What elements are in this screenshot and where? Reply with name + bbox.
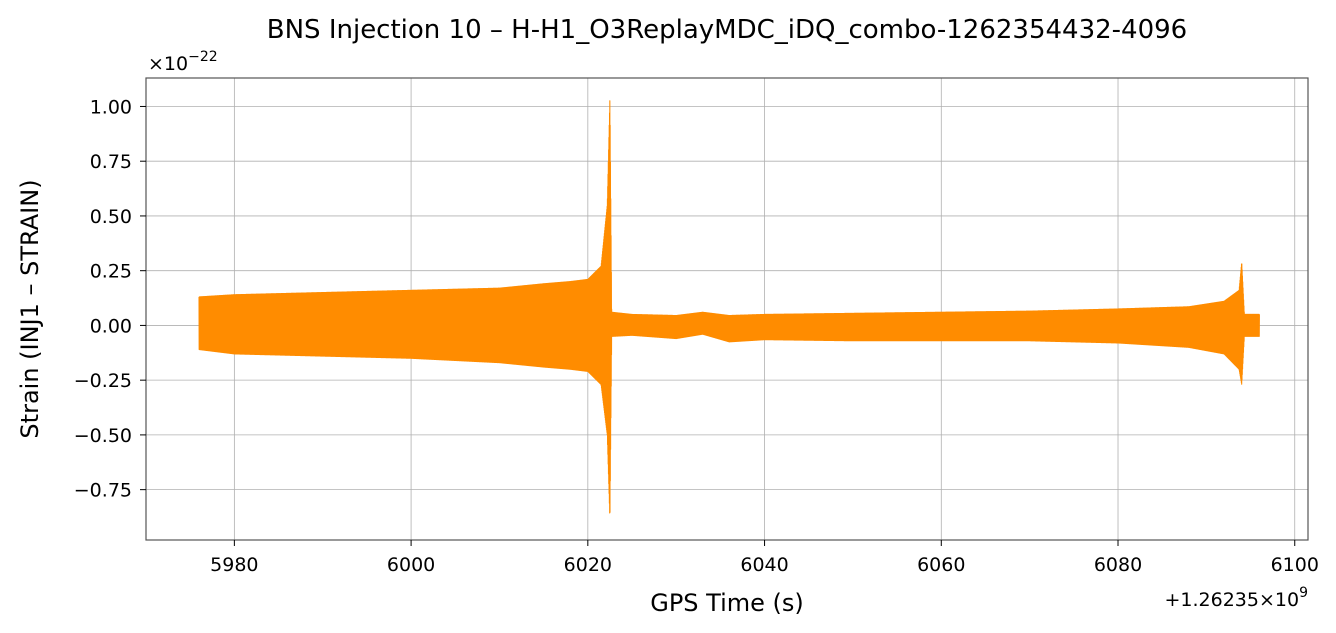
- x-tick-label: 6000: [387, 554, 435, 576]
- y-axis-label: Strain (INJ1 – STRAIN): [16, 179, 44, 438]
- y-scale-label: ×10−22: [148, 49, 218, 75]
- series-layer: [198, 100, 1260, 514]
- x-offset-base: +1.26235×10: [1164, 589, 1299, 611]
- chart-title: BNS Injection 10 – H-H1_O3ReplayMDC_iDQ_…: [267, 15, 1187, 45]
- x-axis: 5980 6000 6020 6040 6060 6080 6100: [210, 540, 1319, 576]
- y-tick-label: −0.75: [74, 480, 132, 502]
- y-tick-label: 1.00: [90, 96, 132, 118]
- x-tick-label: 6060: [917, 554, 965, 576]
- x-offset-exp: 9: [1299, 585, 1308, 601]
- y-tick-label: 0.75: [90, 151, 132, 173]
- y-axis: −0.75 −0.50 −0.25 0.00 0.25 0.50 0.75 1.00: [74, 96, 146, 502]
- x-tick-label: 6040: [740, 554, 788, 576]
- x-tick-label: 6020: [564, 554, 612, 576]
- x-tick-label: 6100: [1271, 554, 1319, 576]
- strain-trace: [198, 100, 1260, 514]
- y-scale-exp: −22: [188, 49, 218, 65]
- x-offset-label: +1.26235×109: [1164, 585, 1308, 611]
- y-scale-base: ×10: [148, 53, 188, 75]
- y-tick-label: −0.50: [74, 425, 132, 447]
- y-tick-label: 0.00: [90, 315, 132, 337]
- x-axis-label: GPS Time (s): [650, 589, 804, 617]
- plot-frame: [145, 77, 1309, 541]
- x-tick-label: 5980: [210, 554, 258, 576]
- y-tick-label: 0.25: [90, 261, 132, 283]
- y-tick-label: −0.25: [74, 370, 132, 392]
- y-tick-label: 0.50: [90, 206, 132, 228]
- x-tick-label: 6080: [1094, 554, 1142, 576]
